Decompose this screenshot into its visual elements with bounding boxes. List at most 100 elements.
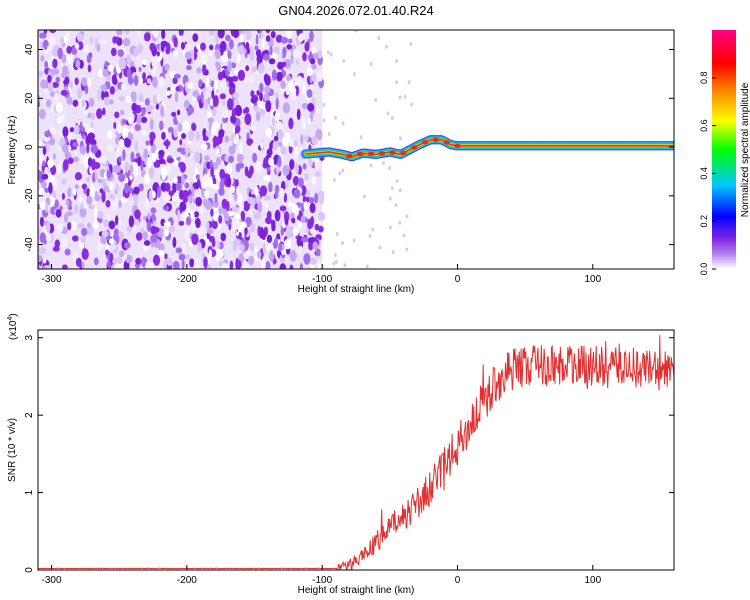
- track-peak: [346, 153, 353, 159]
- noise-speckle: [73, 204, 79, 215]
- noise-speckle: [296, 75, 303, 85]
- noise-speckle: [275, 121, 283, 130]
- noise-speckle: [56, 223, 64, 233]
- noise-speckle: [234, 104, 243, 117]
- noise-speckle: [42, 145, 47, 156]
- noise-speckle: [54, 92, 60, 104]
- noise-speckle: [61, 178, 67, 185]
- noise-speckle: [322, 102, 326, 107]
- noise-speckle: [133, 48, 140, 57]
- noise-speckle: [57, 47, 63, 60]
- noise-speckle: [181, 133, 186, 139]
- noise-speckle: [66, 45, 72, 54]
- noise-speckle: [338, 171, 342, 176]
- noise-speckle: [377, 36, 381, 41]
- noise-speckle: [314, 223, 320, 231]
- noise-speckle: [67, 54, 73, 65]
- noise-speckle: [385, 44, 388, 49]
- noise-speckle: [216, 147, 220, 156]
- noise-speckle: [308, 241, 314, 251]
- noise-speckle: [72, 142, 79, 148]
- noise-speckle: [182, 120, 189, 131]
- noise-speckle: [191, 233, 199, 245]
- noise-speckle: [228, 86, 236, 95]
- noise-speckle: [276, 146, 282, 155]
- noise-speckle: [264, 195, 272, 201]
- noise-speckle: [398, 95, 402, 100]
- noise-speckle: [264, 74, 271, 86]
- noise-speckle: [52, 58, 58, 69]
- noise-speckle: [172, 77, 178, 85]
- noise-speckle: [66, 96, 73, 105]
- noise-speckle: [109, 86, 115, 95]
- noise-speckle: [374, 97, 378, 102]
- colorbar-tick-label: 0.8: [699, 72, 709, 85]
- noise-speckle: [394, 203, 398, 208]
- noise-speckle: [310, 257, 317, 265]
- noise-speckle: [235, 163, 241, 173]
- noise-speckle: [327, 131, 331, 136]
- noise-speckle: [191, 123, 197, 131]
- noise-speckle: [196, 44, 201, 50]
- noise-speckle: [202, 99, 209, 110]
- noise-speckle: [112, 202, 116, 213]
- noise-speckle: [239, 221, 247, 229]
- noise-speckle: [158, 76, 166, 88]
- noise-speckle: [257, 62, 265, 74]
- noise-speckle: [90, 144, 98, 154]
- noise-speckle: [55, 209, 62, 218]
- noise-speckle: [46, 233, 52, 243]
- noise-speckle: [149, 131, 156, 141]
- noise-speckle: [137, 155, 142, 167]
- noise-speckle: [198, 226, 205, 235]
- noise-speckle: [311, 136, 318, 145]
- noise-speckle: [87, 222, 91, 228]
- noise-speckle: [173, 73, 181, 79]
- snr-y-multiplier: (x104): [7, 313, 19, 340]
- noise-speckle: [112, 258, 118, 265]
- noise-speckle: [231, 108, 236, 118]
- noise-speckle: [138, 92, 144, 103]
- noise-speckle: [152, 220, 157, 227]
- noise-speckle: [298, 177, 304, 188]
- noise-speckle: [145, 197, 150, 210]
- noise-speckle: [265, 244, 269, 250]
- noise-speckle: [116, 30, 123, 36]
- noise-speckle: [67, 222, 72, 231]
- noise-speckle: [208, 249, 213, 260]
- noise-speckle: [312, 241, 319, 250]
- noise-speckle: [237, 44, 245, 56]
- noise-speckle: [204, 200, 212, 210]
- noise-speckle: [241, 210, 246, 223]
- noise-speckle: [314, 158, 320, 169]
- noise-speckle: [62, 143, 69, 153]
- noise-speckle: [262, 162, 268, 169]
- noise-speckle: [202, 128, 207, 139]
- noise-speckle: [60, 114, 66, 123]
- noise-speckle: [101, 178, 106, 189]
- noise-speckle: [100, 84, 107, 91]
- noise-speckle: [49, 91, 56, 97]
- noise-speckle: [38, 188, 44, 198]
- noise-speckle: [245, 65, 250, 72]
- noise-speckle: [212, 213, 219, 222]
- noise-speckle: [398, 188, 402, 193]
- snr-multiplier-exp: 4: [7, 317, 14, 321]
- noise-speckle: [269, 141, 273, 151]
- noise-speckle: [407, 80, 411, 85]
- noise-speckle: [176, 147, 184, 153]
- noise-speckle: [113, 122, 117, 129]
- noise-speckle: [160, 105, 165, 118]
- noise-speckle: [242, 200, 251, 212]
- noise-speckle: [89, 189, 94, 198]
- noise-speckle: [300, 134, 304, 145]
- noise-speckle: [262, 242, 266, 255]
- noise-speckle: [38, 70, 43, 77]
- noise-speckle: [100, 235, 107, 245]
- noise-speckle: [269, 45, 273, 56]
- track-peak: [356, 151, 364, 157]
- noise-speckle: [250, 90, 255, 98]
- noise-speckle: [334, 253, 337, 258]
- noise-speckle: [193, 211, 199, 218]
- noise-speckle: [61, 65, 69, 76]
